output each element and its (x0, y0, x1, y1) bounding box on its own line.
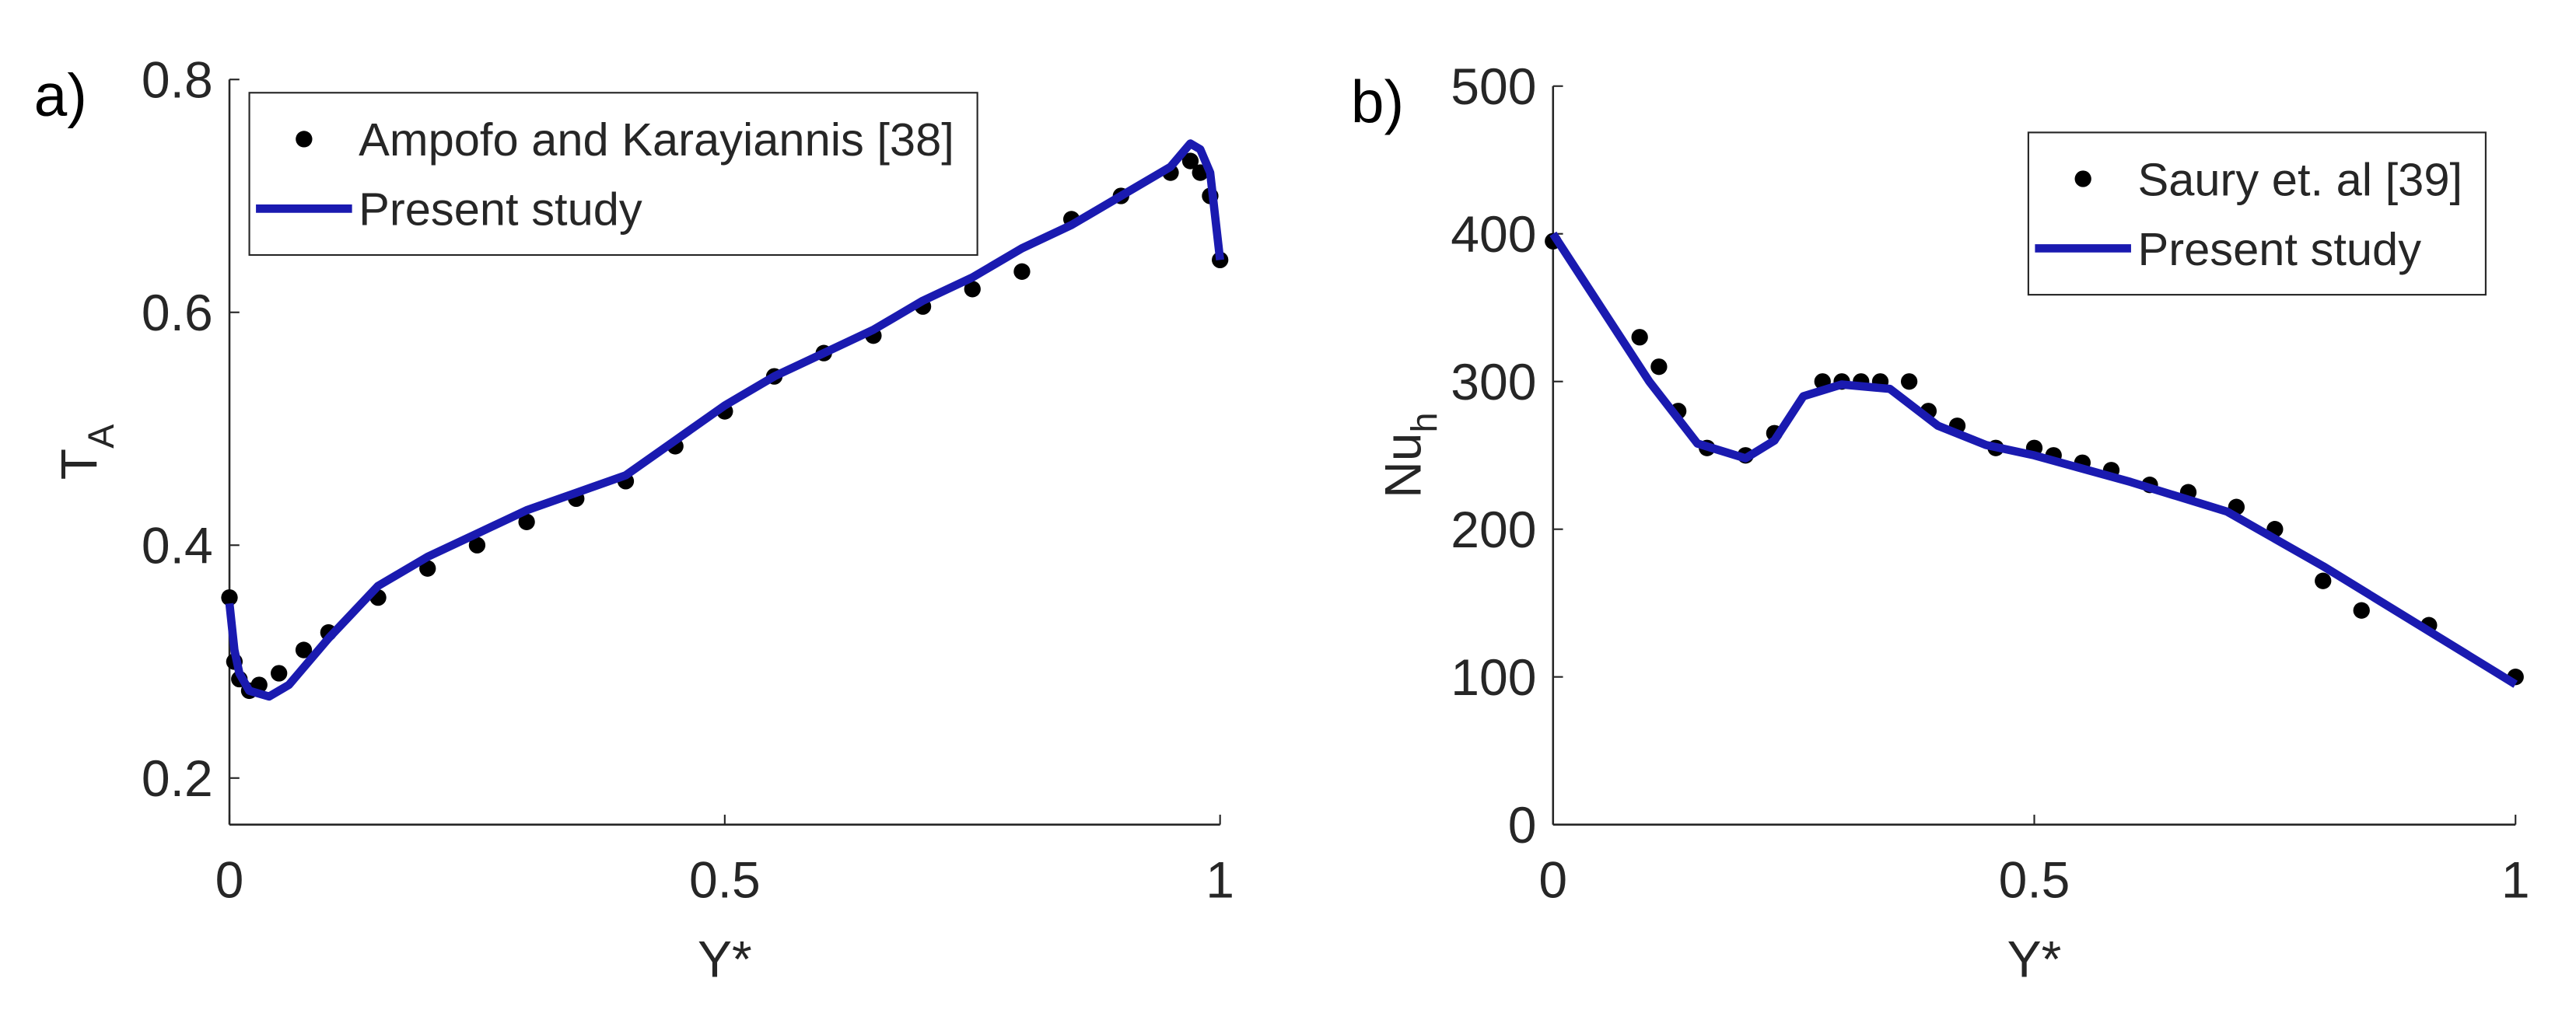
y-axis-label-sub: h (1405, 412, 1445, 432)
y-axis-label-main: Nu (1374, 433, 1431, 498)
data-point (221, 589, 238, 606)
x-tick-label: 0.5 (689, 851, 761, 908)
y-axis-label: TA (51, 424, 121, 480)
y-tick-label: 500 (1451, 58, 1536, 115)
line-series (225, 139, 1224, 701)
y-tick-label: 300 (1451, 353, 1536, 410)
y-axis-label: Nuh (1374, 412, 1444, 498)
legend-key (2074, 170, 2091, 187)
data-point (964, 281, 981, 298)
y-tick-label: 0.6 (142, 284, 213, 341)
y-tick-label: 0.8 (142, 51, 213, 109)
legend-box (2027, 131, 2487, 296)
y-tick-label: 0.2 (142, 749, 213, 807)
y-tick-label: 0 (1508, 796, 1537, 854)
panel-label: a) (34, 63, 87, 129)
x-tick-label: 0 (1538, 851, 1567, 908)
data-point (2315, 572, 2332, 589)
panel-label: b) (1351, 70, 1404, 136)
legend: Ampofo and Karayiannis [38] Present study (248, 92, 978, 257)
legend-label: Present study (2137, 223, 2421, 275)
x-axis-label: Y* (2007, 931, 2062, 988)
data-point (419, 560, 436, 577)
legend-box (248, 92, 978, 257)
data-point (1650, 358, 1668, 376)
data-point (2353, 602, 2370, 619)
data-point (295, 641, 313, 658)
line-series (1549, 231, 2518, 688)
legend-key (296, 131, 313, 148)
data-point (518, 513, 535, 530)
y-tick-label: 200 (1451, 501, 1536, 558)
data-point (271, 665, 288, 682)
data-point (1181, 152, 1199, 169)
y-tick-label: 0.4 (142, 517, 213, 575)
x-tick-label: 0 (215, 851, 244, 908)
data-point (1013, 263, 1031, 280)
y-tick-label: 400 (1451, 205, 1536, 263)
data-point (1631, 329, 1648, 346)
y-axis-label-main: T (51, 449, 108, 480)
legend-label: Ampofo and Karayiannis [38] (359, 114, 954, 166)
legend-label: Present study (359, 183, 642, 236)
y-tick-label: 100 (1451, 648, 1536, 706)
y-axis-label-sub: A (81, 424, 121, 449)
data-point (1900, 373, 1918, 390)
x-axis-label: Y* (698, 931, 752, 988)
x-tick-label: 1 (1206, 851, 1234, 908)
x-tick-label: 1 (2501, 851, 2530, 908)
legend-label: Saury et. al [39] (2137, 153, 2462, 205)
data-point (468, 536, 486, 554)
legend: Saury et. al [39] Present study (2027, 131, 2487, 296)
x-tick-label: 0.5 (1999, 851, 2070, 908)
